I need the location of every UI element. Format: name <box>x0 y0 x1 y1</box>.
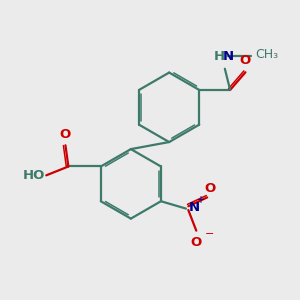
Text: O: O <box>60 128 71 141</box>
Text: HO: HO <box>23 169 45 182</box>
Text: N: N <box>188 201 200 214</box>
Text: O: O <box>191 236 202 249</box>
Text: CH₃: CH₃ <box>255 48 278 62</box>
Text: O: O <box>205 182 216 195</box>
Text: H: H <box>213 50 224 63</box>
Text: O: O <box>240 54 251 67</box>
Text: N: N <box>223 50 234 63</box>
Text: +: + <box>196 195 204 205</box>
Text: −: − <box>205 229 214 238</box>
